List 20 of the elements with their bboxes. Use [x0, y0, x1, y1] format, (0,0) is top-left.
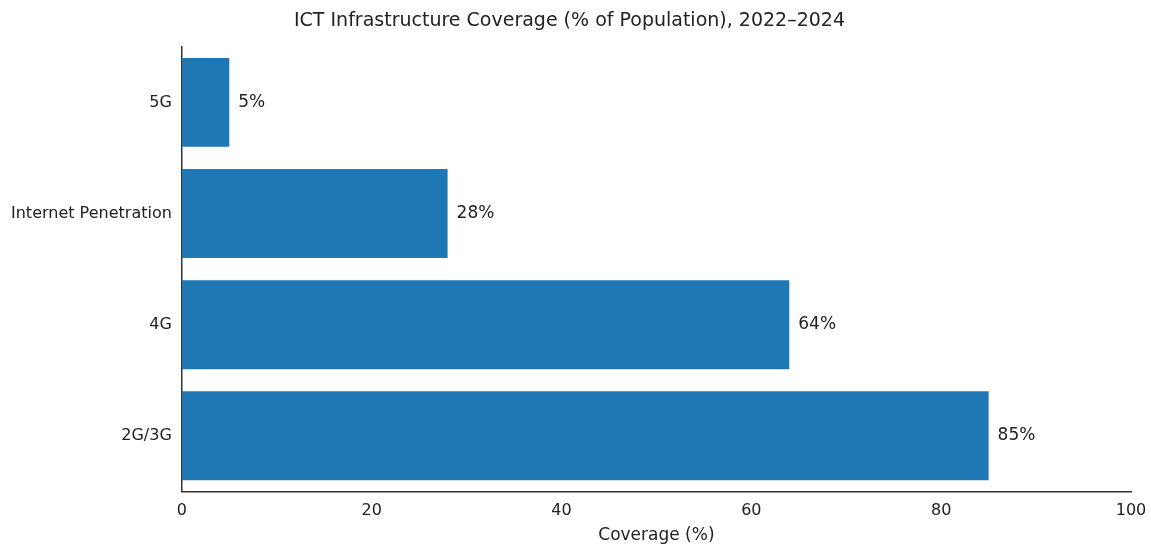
- bar: [181, 280, 790, 370]
- data-label: 85%: [997, 424, 1036, 445]
- x-tick-label: 60: [741, 500, 762, 520]
- y-tick-label: 2G/3G: [121, 424, 172, 444]
- chart-title: ICT Infrastructure Coverage (% of Population), 2022–2024: [293, 8, 846, 31]
- bar: [181, 169, 448, 258]
- y-tick-label: 5G: [149, 91, 172, 111]
- y-tick-label: Internet Penetration: [11, 202, 172, 222]
- bar: [181, 391, 989, 481]
- data-label: 64%: [798, 313, 837, 334]
- data-label: 28%: [456, 201, 495, 222]
- x-tick-label: 100: [1115, 500, 1147, 520]
- x-tick-label: 40: [551, 500, 572, 520]
- x-tick-label: 20: [361, 500, 382, 520]
- x-tick-label: 80: [930, 500, 952, 520]
- data-label: 5%: [238, 90, 266, 111]
- y-tick-label: 4G: [149, 313, 172, 333]
- x-axis-title: Coverage (%): [598, 524, 715, 545]
- bar: [181, 57, 230, 147]
- x-tick-label: 0: [176, 500, 187, 520]
